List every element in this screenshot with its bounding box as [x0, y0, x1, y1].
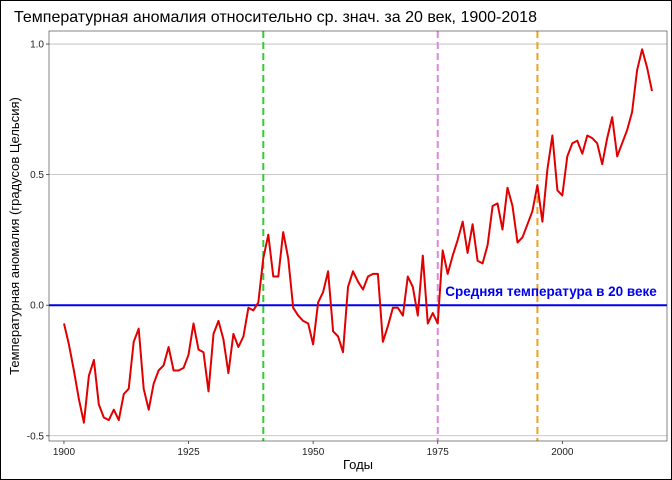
x-axis: 1900 1925 1950 1975 2000 [53, 441, 574, 458]
series-line-0 [63, 48, 653, 424]
x-tick-label: 1900 [53, 447, 76, 458]
x-tick-label: 1950 [302, 447, 325, 458]
chart-title: Температурная аномалия относительно ср. … [14, 9, 537, 26]
reference-vertical-lines [262, 31, 539, 441]
x-tick-label: 1975 [427, 447, 450, 458]
y-tick-label: 0.0 [30, 301, 44, 312]
y-tick-label: 0.5 [30, 170, 44, 181]
plot-area [49, 31, 667, 441]
y-axis-label: Температурная аномалия (градусов Цельсия… [7, 97, 22, 375]
y-axis: -0.5 0.0 0.5 1.0 [27, 40, 49, 442]
series-layer [63, 48, 653, 424]
y-tick-label: 1.0 [30, 40, 44, 51]
plot-border [48, 30, 668, 442]
x-tick-label: 2000 [551, 447, 574, 458]
baseline-annotation: Средняя температура в 20 веке [445, 284, 657, 299]
y-tick-label: -0.5 [27, 431, 45, 442]
x-tick-label: 1925 [177, 447, 200, 458]
x-axis-label: Годы [343, 457, 373, 472]
